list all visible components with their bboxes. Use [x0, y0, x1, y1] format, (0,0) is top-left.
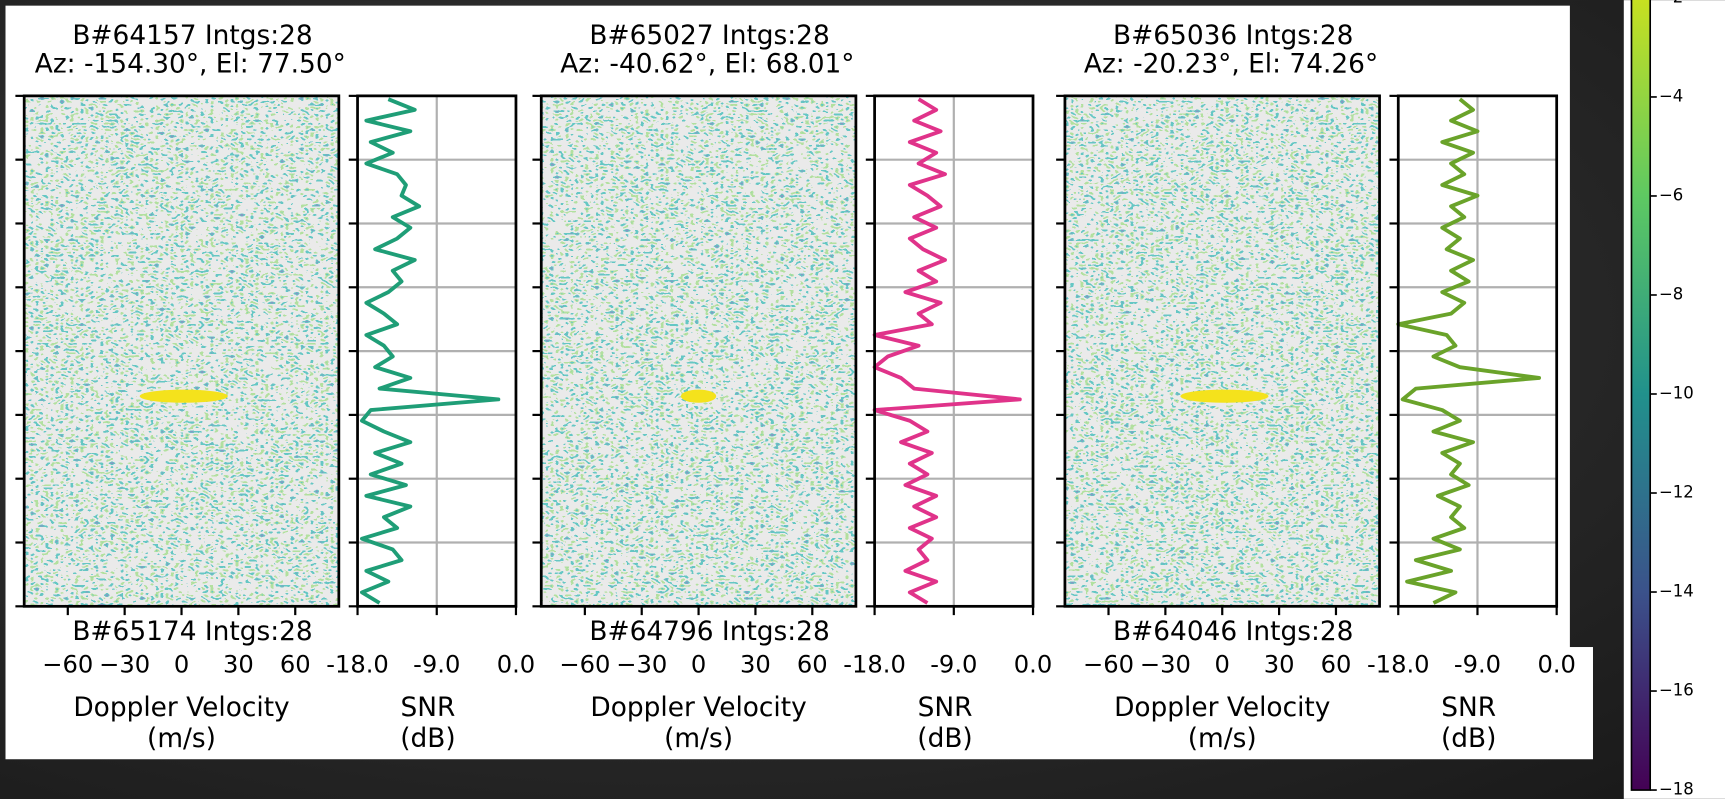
subtitle: Az: -40.62°, El: 68.01° — [560, 49, 854, 80]
x-axis-label: (dB) — [1441, 723, 1496, 754]
colorbar-tick-label: −2 — [1659, 0, 1683, 6]
colorbar-tick-label: −6 — [1659, 185, 1683, 204]
colorbar-tick-label: −4 — [1659, 86, 1683, 105]
x-tick-label: 60 — [280, 651, 311, 679]
title: B#65036 Intgs:28 — [1113, 20, 1353, 51]
footer-title: B#64796 Intgs:28 — [589, 616, 829, 647]
x-tick-label: 30 — [223, 651, 254, 679]
x-axis-label: SNR — [1441, 692, 1496, 723]
x-tick-label: 0.0 — [1014, 651, 1052, 679]
target-echo — [139, 389, 228, 403]
x-axis-label: Doppler Velocity — [73, 692, 289, 723]
snr-line — [1396, 97, 1542, 605]
x-tick-label: 0 — [1215, 651, 1230, 679]
x-tick-label: 0 — [174, 651, 189, 679]
x-tick-label: 0.0 — [497, 651, 535, 679]
x-axis-label: Doppler Velocity — [590, 692, 806, 723]
x-tick-label: −60 — [559, 651, 610, 679]
title: B#65027 Intgs:28 — [589, 20, 829, 51]
x-axis-label: (m/s) — [664, 723, 733, 754]
colorbar-tick-label: −8 — [1659, 284, 1683, 303]
x-tick-label: -9.0 — [413, 651, 460, 679]
x-tick-label: -18.0 — [326, 651, 389, 679]
target-echo — [1180, 389, 1269, 403]
x-tick-label: 0 — [691, 651, 706, 679]
x-tick-label: 60 — [1321, 651, 1352, 679]
title: B#64157 Intgs:28 — [72, 20, 312, 51]
x-axis-label: (dB) — [400, 723, 455, 754]
footer-title: B#65174 Intgs:28 — [72, 616, 312, 647]
x-tick-label: −60 — [42, 651, 93, 679]
heatmap — [541, 95, 856, 607]
x-tick-label: −60 — [1083, 651, 1134, 679]
colorbar — [1630, 0, 1652, 791]
colorbar-tick-label: −14 — [1659, 582, 1694, 601]
subtitle: Az: -154.30°, El: 77.50° — [35, 49, 346, 80]
x-tick-label: -18.0 — [1367, 651, 1430, 679]
heatmap — [1064, 95, 1380, 607]
x-tick-label: 30 — [740, 651, 771, 679]
x-tick-label: -18.0 — [843, 651, 906, 679]
x-tick-label: -9.0 — [1454, 651, 1501, 679]
x-axis-label: SNR — [401, 692, 456, 723]
x-tick-label: −30 — [99, 651, 150, 679]
snr-line — [360, 97, 501, 605]
x-axis-label: Doppler Velocity — [1114, 692, 1330, 723]
x-tick-label: −30 — [616, 651, 667, 679]
subtitle: Az: -20.23°, El: 74.26° — [1084, 49, 1378, 80]
footer-title: B#64046 Intgs:28 — [1113, 616, 1353, 647]
x-tick-label: −30 — [1140, 651, 1191, 679]
snr-line — [872, 97, 1022, 605]
x-tick-label: -9.0 — [930, 651, 977, 679]
x-axis-label: (dB) — [917, 723, 972, 754]
colorbar-tick-label: −12 — [1659, 483, 1694, 502]
x-tick-label: 30 — [1264, 651, 1295, 679]
colorbar-tick-label: −18 — [1659, 780, 1694, 799]
x-axis-label: (m/s) — [1188, 723, 1257, 754]
x-axis-label: (m/s) — [147, 723, 216, 754]
x-axis-label: SNR — [918, 692, 973, 723]
heatmap — [24, 95, 339, 607]
colorbar-tick-label: −16 — [1659, 681, 1694, 700]
colorbar-tick-label: −10 — [1659, 383, 1694, 402]
figure-panel-bottom — [5, 647, 1593, 760]
target-echo — [680, 389, 717, 403]
x-tick-label: 0.0 — [1537, 651, 1575, 679]
x-tick-label: 60 — [797, 651, 828, 679]
